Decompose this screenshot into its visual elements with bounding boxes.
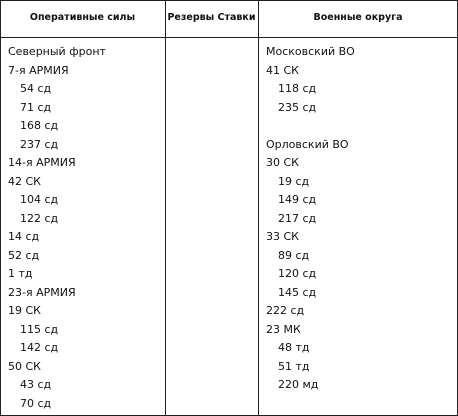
border	[0, 0, 458, 1]
border	[0, 0, 1, 416]
unit: 1 тд	[8, 267, 33, 280]
sub-unit: 48 тд	[278, 341, 310, 354]
sub-unit: 220 мд	[278, 378, 319, 391]
sub-unit: 118 сд	[278, 82, 317, 95]
sub-unit: 237 сд	[20, 137, 59, 151]
unit: 50 СК	[8, 359, 41, 373]
unit: 33 СК	[266, 230, 299, 243]
section-title: Орловский ВО	[266, 137, 349, 151]
unit: 23-я АРМИЯ	[8, 285, 76, 299]
sub-unit: 120 сд	[278, 267, 317, 280]
sub-unit: 115 сд	[20, 322, 59, 336]
sub-unit: 70 сд	[20, 396, 52, 410]
sub-unit: 168 сд	[20, 119, 59, 132]
sub-unit: 54 сд	[20, 82, 52, 95]
section-title: Московский ВО	[266, 45, 355, 58]
column-header: Военные округа	[313, 12, 403, 23]
header-rule	[0, 37, 458, 38]
column-rule	[258, 0, 259, 416]
column-header: Резервы Ставки	[167, 12, 256, 23]
sub-unit: 43 сд	[20, 378, 52, 391]
unit: 30 СК	[266, 156, 299, 169]
column-header: Оперативные силы	[29, 12, 136, 23]
sub-unit: 217 сд	[278, 211, 317, 225]
unit: 52 сд	[8, 248, 40, 262]
section-title: Северный фронт	[8, 45, 106, 58]
sub-unit: 122 сд	[20, 211, 59, 225]
unit: 7-я АРМИЯ	[8, 63, 69, 77]
sub-unit: 145 сд	[278, 285, 317, 299]
unit: 14-я АРМИЯ	[8, 156, 76, 169]
sub-unit: 235 сд	[278, 100, 317, 114]
sub-unit: 89 сд	[278, 248, 310, 262]
unit: 19 СК	[8, 304, 41, 317]
sub-unit: 19 сд	[278, 174, 310, 188]
sub-unit: 149 сд	[278, 193, 317, 206]
unit: 14 сд	[8, 230, 40, 243]
unit: 42 СК	[8, 174, 41, 188]
sub-unit: 104 сд	[20, 193, 59, 206]
column-rule	[165, 0, 166, 416]
sub-unit: 142 сд	[20, 341, 59, 354]
sub-unit: 51 тд	[278, 359, 310, 373]
unit: 222 сд	[266, 304, 305, 317]
sub-unit: 71 сд	[20, 100, 52, 114]
unit: 41 СК	[266, 63, 299, 77]
unit: 23 МК	[266, 322, 301, 336]
